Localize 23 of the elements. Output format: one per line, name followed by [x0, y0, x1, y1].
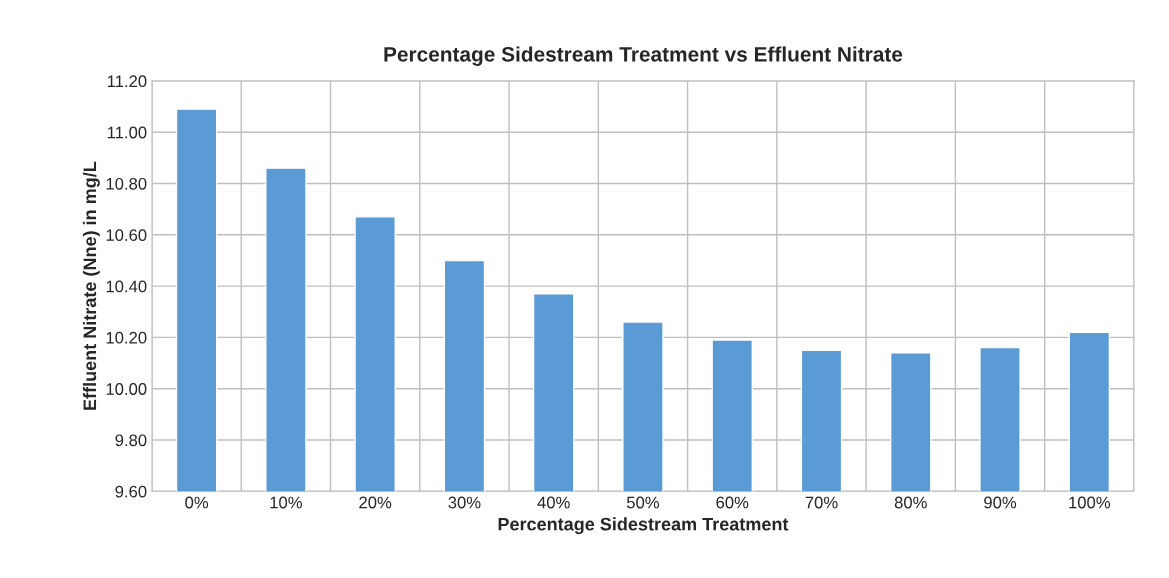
- x-tick-label: 10%: [270, 496, 302, 509]
- x-tick-label: 80%: [894, 496, 927, 509]
- y-tick-label: 9.60: [115, 485, 147, 498]
- chart-title: Percentage Sidestream Treatment vs Effluent Nitrate: [384, 46, 903, 66]
- y-tick-label: 10.80: [106, 177, 147, 190]
- y-tick-label: 10.20: [106, 331, 147, 344]
- y-tick-label: 10.60: [106, 229, 147, 242]
- y-tick-label: 10.00: [106, 383, 147, 395]
- x-tick-label: 30%: [448, 496, 481, 509]
- x-tick-label: 0%: [185, 496, 209, 509]
- x-tick-label: 20%: [359, 496, 392, 509]
- x-tick-label: 60%: [716, 496, 749, 509]
- x-tick-label: 90%: [984, 496, 1017, 509]
- y-tick-label: 11.20: [107, 75, 147, 88]
- x-tick-label: 100%: [1069, 496, 1111, 509]
- y-tick-label: 11.00: [107, 126, 147, 139]
- x-tick-label: 50%: [626, 496, 660, 509]
- x-axis-title: Percentage Sidestream Treatment: [498, 517, 789, 535]
- y-axis-title: Effluent Nitrate (Nne) in mg/L: [82, 161, 100, 410]
- x-tick-label: 40%: [537, 496, 570, 509]
- x-tick-label: 70%: [805, 496, 838, 509]
- y-tick-label: 9.80: [115, 434, 147, 447]
- y-tick-label: 10.40: [106, 280, 147, 293]
